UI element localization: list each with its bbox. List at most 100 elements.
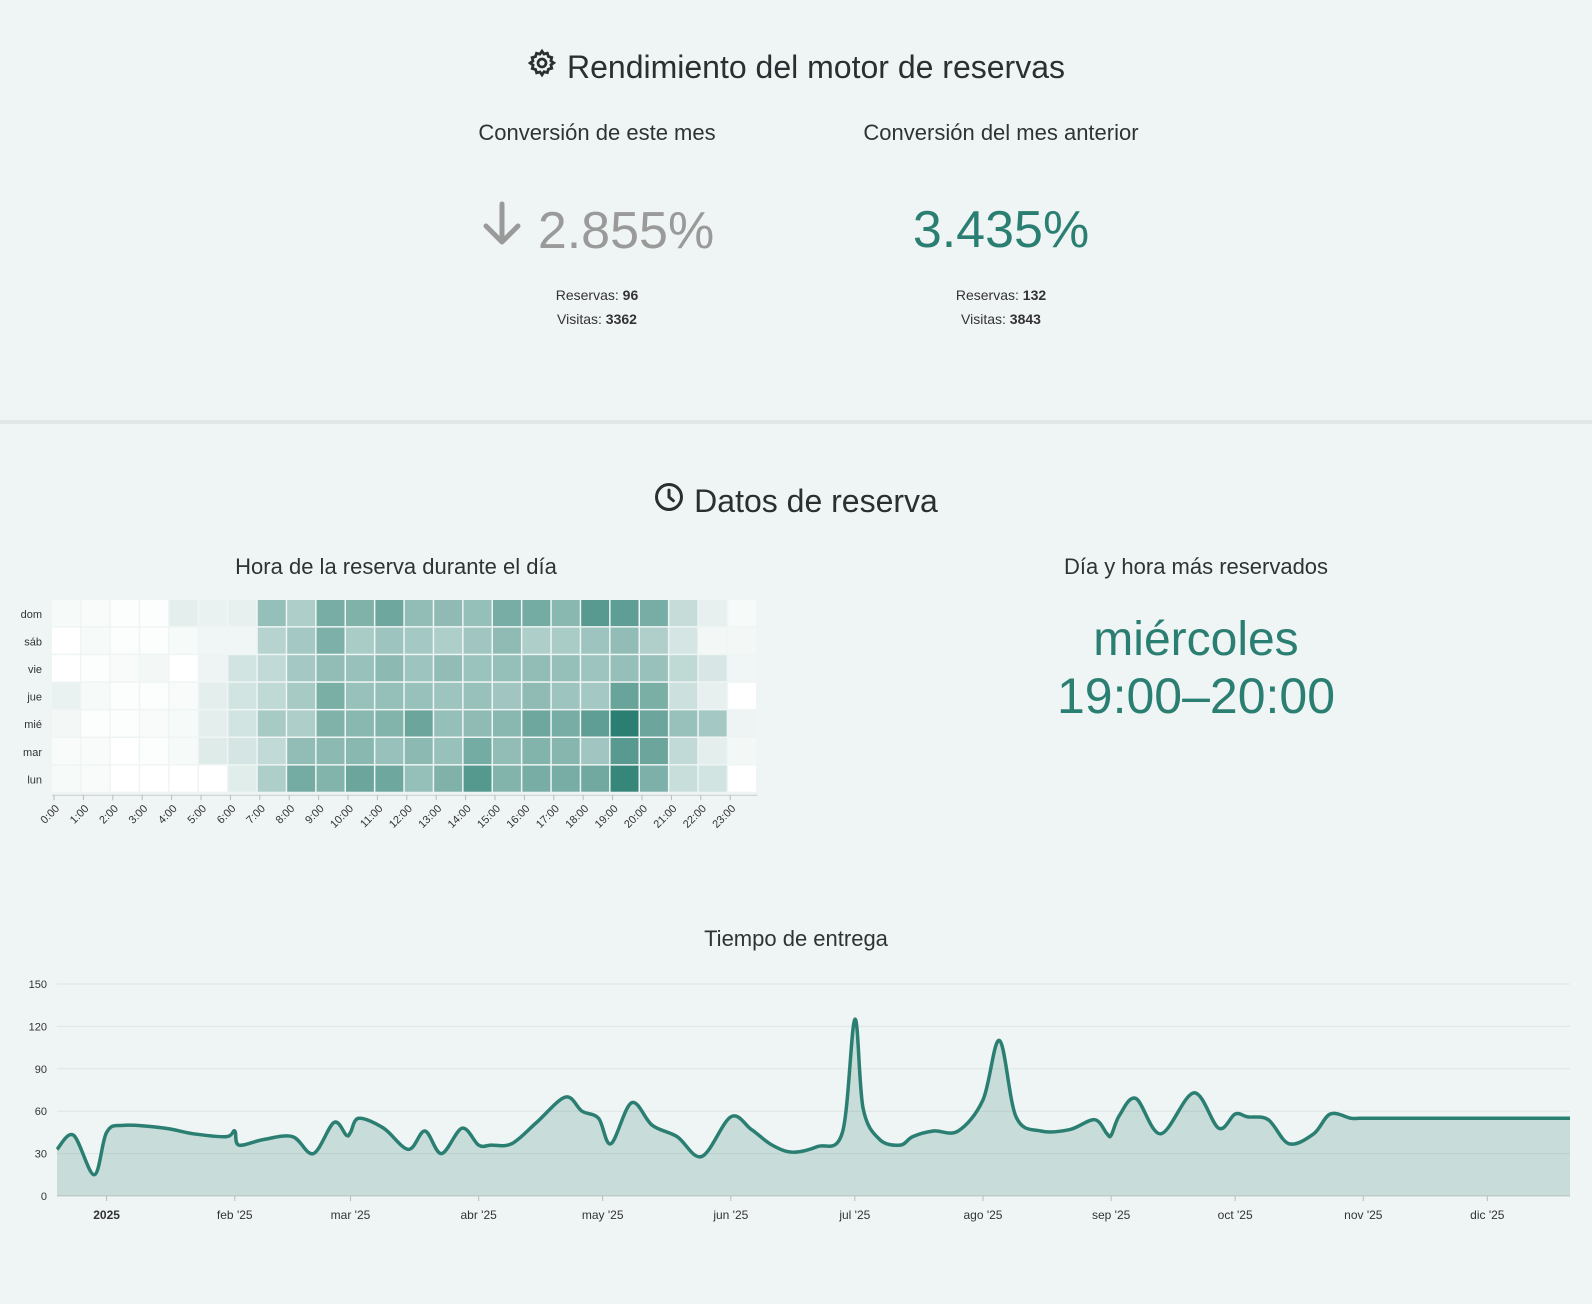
heatmap-cell (581, 627, 610, 654)
heatmap-cell (522, 738, 551, 765)
heatmap-cell (140, 710, 169, 737)
heatmap-cell (140, 627, 169, 654)
heatmap-cell (110, 682, 139, 709)
heatmap-cell (522, 627, 551, 654)
heatmap-cell (698, 600, 727, 627)
heatmap-cell (228, 710, 257, 737)
heatmap-cell (375, 682, 404, 709)
heatmap-cell (52, 655, 80, 682)
heatmap-cell (522, 600, 551, 627)
y-tick-label: 0 (41, 1191, 47, 1203)
heatmap-col-label: 21:00 (652, 803, 680, 831)
heatmap-cell (346, 600, 374, 627)
performance-title: Rendimiento del motor de reservas (0, 48, 1592, 86)
heatmap-cell (434, 682, 463, 709)
data-point (999, 1040, 1001, 1042)
heatmap-col-label: 17:00 (534, 803, 562, 831)
heatmap-cell (316, 682, 345, 709)
data-point (1234, 1113, 1236, 1115)
data-point (933, 1130, 935, 1132)
data-point (1549, 1117, 1551, 1119)
data-point (565, 1096, 567, 1098)
data-point (631, 1102, 633, 1104)
data-point (1119, 1115, 1121, 1117)
heatmap-cell (346, 627, 374, 654)
heatmap-cell (404, 765, 433, 792)
heatmap-col-label: 23:00 (710, 803, 738, 831)
heatmap-cell (728, 765, 757, 792)
data-point (730, 1116, 732, 1118)
heatmap-cell (728, 710, 757, 737)
heatmap-cell (52, 710, 80, 737)
data-point (1015, 1116, 1017, 1118)
heatmap-cell (581, 710, 610, 737)
heatmap-cell (581, 682, 610, 709)
data-point (234, 1130, 236, 1132)
x-tick-label: mar '25 (331, 1208, 371, 1222)
heatmap-cell (581, 655, 610, 682)
data-point (701, 1156, 703, 1158)
heatmap-cell (669, 655, 698, 682)
heatmap-cell (728, 627, 757, 654)
current-reservas: Reservas: 96 (555, 287, 639, 303)
data-point (1288, 1143, 1290, 1145)
heatmap-cell (610, 710, 639, 737)
heatmap-cell (228, 627, 257, 654)
heatmap-cell (287, 600, 316, 627)
data-point (1040, 1130, 1042, 1132)
heatmap-cell (140, 682, 169, 709)
data-point (751, 1129, 753, 1131)
heatmap-cell (463, 682, 492, 709)
data-point (610, 1143, 612, 1145)
heatmap-cell (199, 738, 227, 765)
data-point (1218, 1127, 1220, 1129)
heatmap-cell (404, 710, 433, 737)
heatmap-cell (551, 738, 580, 765)
current-conversion-value: 2.855% (437, 200, 757, 261)
heatmap-cell (199, 682, 227, 709)
heatmap-cell (81, 682, 110, 709)
heatmap-col-label: 19:00 (593, 803, 621, 831)
heatmap-cell (228, 765, 257, 792)
heatmap-col-label: 7:00 (244, 803, 268, 827)
previous-reservas: Reservas: 132 (955, 287, 1047, 303)
heatmap-cell (610, 655, 639, 682)
heatmap-cell (346, 655, 374, 682)
data-point (1358, 1117, 1360, 1119)
heatmap-cell (52, 765, 80, 792)
heatmap-row-label: mar (23, 747, 42, 759)
heatmap-cell (698, 765, 727, 792)
heatmap-cell (463, 765, 492, 792)
y-tick-label: 60 (35, 1106, 47, 1118)
heatmap-cell (581, 738, 610, 765)
area-fill (57, 1019, 1570, 1196)
heatmap-cell (257, 710, 286, 737)
heatmap-row-label: vie (28, 664, 42, 676)
heatmap-cell (640, 738, 668, 765)
heatmap-cell (522, 765, 551, 792)
heatmap-cell (169, 765, 198, 792)
heatmap-cell (375, 738, 404, 765)
heatmap-cell (610, 682, 639, 709)
heatmap-cell (140, 655, 169, 682)
data-point (263, 1139, 265, 1141)
heatmap-cell (551, 765, 580, 792)
heatmap-cell (81, 710, 110, 737)
data-point (879, 1139, 881, 1141)
x-tick-label: 2025 (93, 1208, 120, 1222)
heatmap-cell (257, 682, 286, 709)
heatmap-col-label: 3:00 (127, 803, 151, 827)
heatmap-cell (610, 600, 639, 627)
heatmap-cell (110, 738, 139, 765)
heatmap-cell (463, 655, 492, 682)
data-point (511, 1143, 513, 1145)
heatmap-cell (669, 627, 698, 654)
heatmap-cell (610, 627, 639, 654)
heatmap-col-label: 9:00 (303, 803, 327, 827)
data-point (957, 1130, 959, 1132)
heatmap-cell (199, 600, 227, 627)
data-point (122, 1125, 124, 1127)
heatmap-cell (169, 738, 198, 765)
data-point (1396, 1117, 1398, 1119)
x-tick-label: sep '25 (1092, 1208, 1131, 1222)
